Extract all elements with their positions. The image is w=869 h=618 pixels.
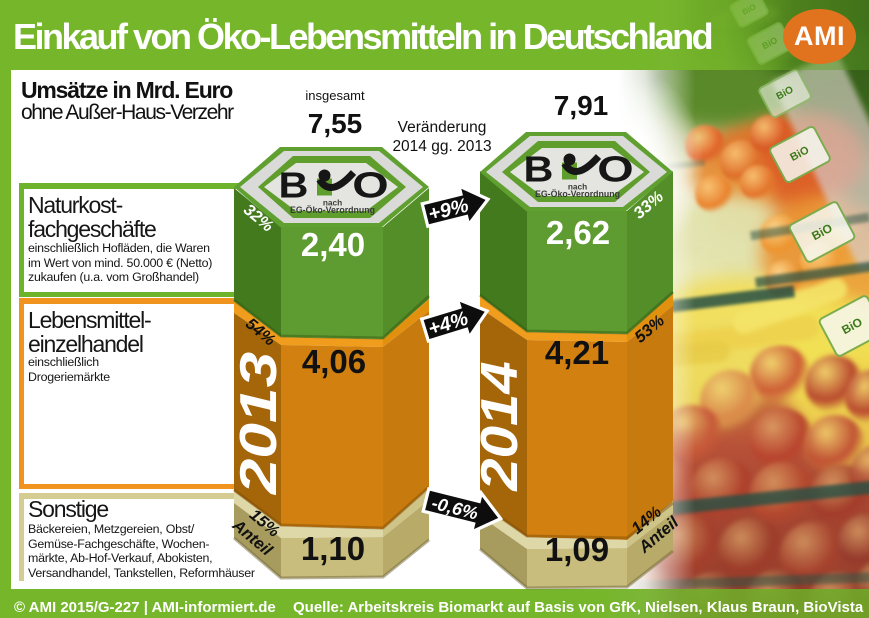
svg-text:EG-Öko-Verordnung: EG-Öko-Verordnung — [535, 189, 620, 199]
svg-text:nach: nach — [323, 198, 342, 208]
svg-text:B: B — [524, 150, 554, 190]
svg-text:nach: nach — [568, 182, 587, 192]
svg-text:EG-Öko-Verordnung: EG-Öko-Verordnung — [290, 205, 375, 215]
svg-text:B: B — [279, 166, 309, 206]
svg-text:O: O — [597, 149, 633, 190]
svg-text:O: O — [352, 165, 388, 206]
svg-text:+9%: +9% — [426, 195, 471, 226]
